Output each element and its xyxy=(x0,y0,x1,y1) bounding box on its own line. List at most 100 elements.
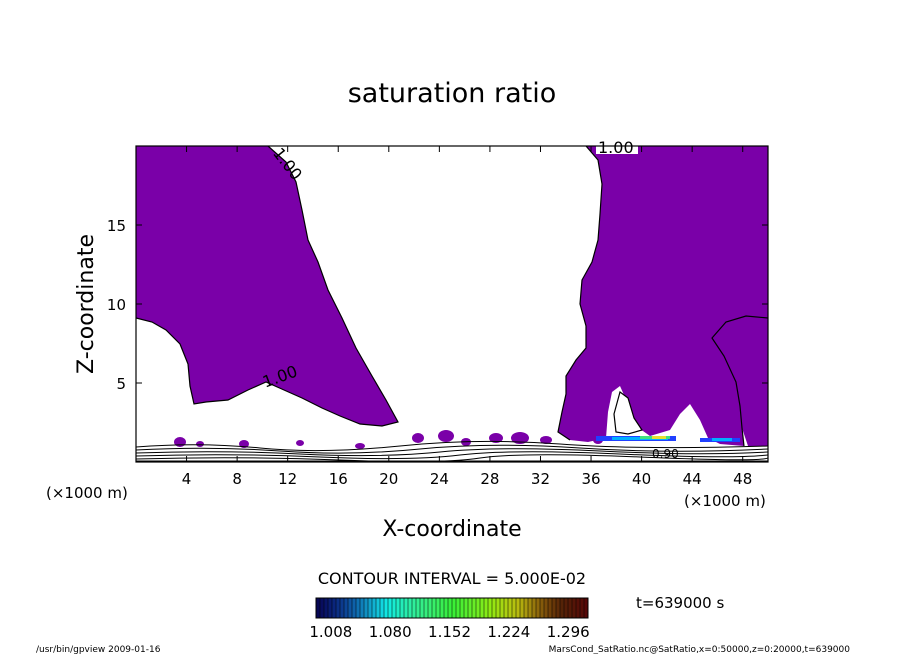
colorbar-swatch xyxy=(528,598,533,618)
colorbar-swatch xyxy=(388,598,393,618)
colorbar-swatch xyxy=(508,598,513,618)
colorbar-frame xyxy=(315,597,589,619)
colorbar-swatch xyxy=(452,598,457,618)
colorbar-swatch xyxy=(440,598,445,618)
x-tick-label: 12 xyxy=(278,470,297,488)
white-hole-right xyxy=(614,392,642,434)
x-tick-label: 8 xyxy=(232,470,242,488)
colorbar-swatch xyxy=(316,598,321,618)
colorbar-swatch xyxy=(376,598,381,618)
colorbar xyxy=(315,597,589,619)
colorbar-swatch xyxy=(544,598,549,618)
colorbar-swatch xyxy=(384,598,389,618)
colorbar-swatch xyxy=(416,598,421,618)
x-axis: 4 8 12 16 20 24 28 32 36 40 44 48 xyxy=(182,146,752,488)
colorbar-swatch xyxy=(524,598,529,618)
x-tick-label: 28 xyxy=(480,470,499,488)
colorbar-tick-labels: 1.008 1.080 1.152 1.224 1.296 xyxy=(309,623,589,641)
x-tick-label: 20 xyxy=(379,470,398,488)
contour-fill-layer xyxy=(136,146,768,462)
colorbar-swatch xyxy=(444,598,449,618)
near-surface-contour-lines xyxy=(136,440,768,462)
colorbar-swatch xyxy=(496,598,501,618)
colorbar-swatch xyxy=(356,598,361,618)
colorbar-tick-label: 1.224 xyxy=(487,623,530,641)
x-tick-label: 48 xyxy=(733,470,752,488)
contour-label-bg xyxy=(596,140,638,154)
colorbar-tick-label: 1.080 xyxy=(369,623,412,641)
colorbar-swatch xyxy=(476,598,481,618)
colorbar-swatch xyxy=(412,598,417,618)
colorbar-swatch xyxy=(396,598,401,618)
x-unit-label: (×1000 m) xyxy=(46,484,128,502)
colorbar-swatch xyxy=(488,598,493,618)
contour-label-bottom: 0.90 xyxy=(652,447,679,461)
colorbar-swatch xyxy=(360,598,365,618)
colorbar-swatch xyxy=(540,598,545,618)
contour-interval-text: CONTOUR INTERVAL = 5.000E-02 xyxy=(318,569,586,588)
colorbar-tick-label: 1.008 xyxy=(309,623,352,641)
footer-left: /usr/bin/gpview 2009-01-16 xyxy=(36,645,161,654)
colorbar-swatch xyxy=(552,598,557,618)
y-axis: 5 10 15 xyxy=(107,217,768,393)
colorbar-swatch xyxy=(464,598,469,618)
colorbar-swatch xyxy=(428,598,433,618)
colorbar-swatch xyxy=(340,598,345,618)
colorbar-swatch xyxy=(432,598,437,618)
colorbar-swatch xyxy=(480,598,485,618)
colorbar-tick-label: 1.152 xyxy=(428,623,471,641)
footer-right: MarsCond_SatRatio.nc@SatRatio,x=0:50000,… xyxy=(549,645,851,654)
colorbar-swatch xyxy=(456,598,461,618)
colorbar-swatch xyxy=(484,598,489,618)
colorbar-swatch xyxy=(536,598,541,618)
colorbar-tick-label: 1.296 xyxy=(547,623,590,641)
supersaturation-region-left xyxy=(136,146,398,426)
chart-title: saturation ratio xyxy=(348,78,557,109)
x-tick-label: 4 xyxy=(182,470,192,488)
colorbar-swatch xyxy=(344,598,349,618)
colorbar-swatch xyxy=(460,598,465,618)
y-tick-label: 15 xyxy=(107,217,126,235)
colorbar-swatch xyxy=(324,598,329,618)
colorbar-swatch xyxy=(392,598,397,618)
x-tick-label: 24 xyxy=(430,470,449,488)
colorbar-swatch xyxy=(380,598,385,618)
high-saturation-streak xyxy=(596,436,740,442)
x-axis-title: X-coordinate xyxy=(382,517,521,542)
supersaturation-region-right xyxy=(558,146,768,446)
colorbar-swatch xyxy=(580,598,585,618)
colorbar-swatch xyxy=(420,598,425,618)
colorbar-swatch xyxy=(568,598,573,618)
colorbar-swatch xyxy=(336,598,341,618)
y-tick-label: 5 xyxy=(116,375,126,393)
colorbar-swatch xyxy=(348,598,353,618)
colorbar-swatch xyxy=(468,598,473,618)
x-tick-label: 40 xyxy=(632,470,651,488)
colorbar-swatch xyxy=(556,598,561,618)
colorbar-swatch xyxy=(472,598,477,618)
colorbar-swatch xyxy=(584,598,589,618)
x-tick-label: 32 xyxy=(531,470,550,488)
colorbar-swatch xyxy=(500,598,505,618)
colorbar-swatch xyxy=(492,598,497,618)
colorbar-swatch xyxy=(520,598,525,618)
colorbar-swatch xyxy=(328,598,333,618)
colorbar-swatch xyxy=(408,598,413,618)
colorbar-swatch xyxy=(560,598,565,618)
colorbar-swatch xyxy=(516,598,521,618)
colorbar-swatch xyxy=(564,598,569,618)
colorbar-swatch xyxy=(448,598,453,618)
contour-label-top-right: 1.00 xyxy=(598,138,634,157)
colorbar-swatch xyxy=(548,598,553,618)
contour-outlines xyxy=(136,146,768,447)
x-tick-label: 44 xyxy=(683,470,702,488)
y-unit-label: (×1000 m) xyxy=(684,492,766,510)
x-tick-label: 16 xyxy=(329,470,348,488)
colorbar-swatch xyxy=(532,598,537,618)
colorbar-swatch xyxy=(504,598,509,618)
colorbar-swatch xyxy=(404,598,409,618)
colorbar-swatch xyxy=(512,598,517,618)
colorbar-swatch xyxy=(368,598,373,618)
colorbar-swatch xyxy=(372,598,377,618)
